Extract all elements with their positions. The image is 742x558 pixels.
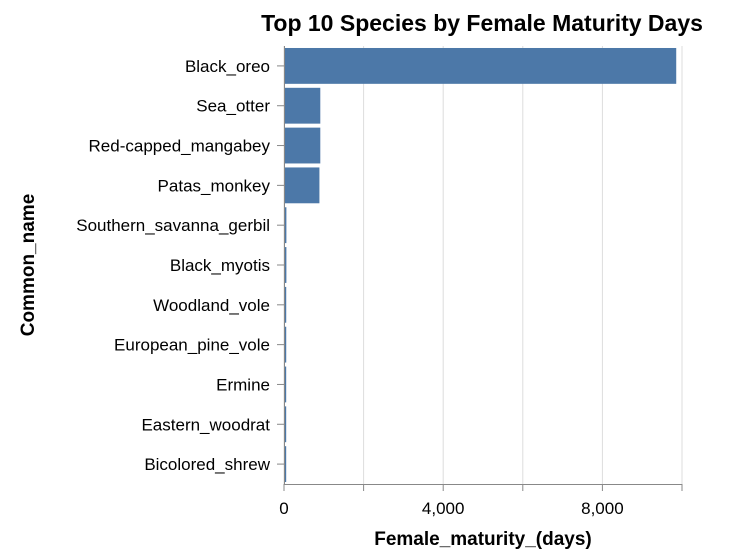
bar <box>284 207 287 244</box>
y-axis-title: Common_name <box>18 194 39 337</box>
bar <box>284 87 321 124</box>
chart-title: Top 10 Species by Female Maturity Days <box>261 10 703 36</box>
x-tick-label: 4,000 <box>422 499 465 518</box>
x-axis-title: Female_maturity_(days) <box>374 529 592 550</box>
bar <box>284 366 287 403</box>
x-tick-label: 8,000 <box>581 499 624 518</box>
y-tick-label: Eastern_woodrat <box>141 415 270 434</box>
y-tick-label: Red-capped_mangabey <box>89 137 271 156</box>
gridlines <box>283 46 683 484</box>
bar <box>284 127 321 164</box>
x-tick-label: 0 <box>279 499 288 518</box>
y-tick-label: Patas_monkey <box>158 176 271 195</box>
y-tick-label: European_pine_vole <box>114 336 270 355</box>
bar <box>284 446 287 483</box>
bar <box>284 47 677 84</box>
x-axis: 0 4,000 8,000 <box>279 484 683 518</box>
bar <box>284 167 320 204</box>
bar <box>284 406 287 443</box>
y-tick-label: Sea_otter <box>196 97 270 116</box>
bars <box>284 47 677 483</box>
y-tick-label: Ermine <box>216 375 270 394</box>
bar <box>284 326 287 363</box>
bar <box>284 247 287 283</box>
y-tick-label: Woodland_vole <box>153 296 270 315</box>
y-tick-label: Black_myotis <box>170 256 270 275</box>
y-tick-label: Southern_savanna_gerbil <box>76 216 270 235</box>
bar <box>284 286 287 323</box>
y-tick-label: Black_oreo <box>185 57 270 76</box>
y-tick-label: Bicolored_shrew <box>144 455 270 474</box>
y-axis: Black_oreo Sea_otter Red-capped_mangabey Pa… <box>76 46 285 484</box>
